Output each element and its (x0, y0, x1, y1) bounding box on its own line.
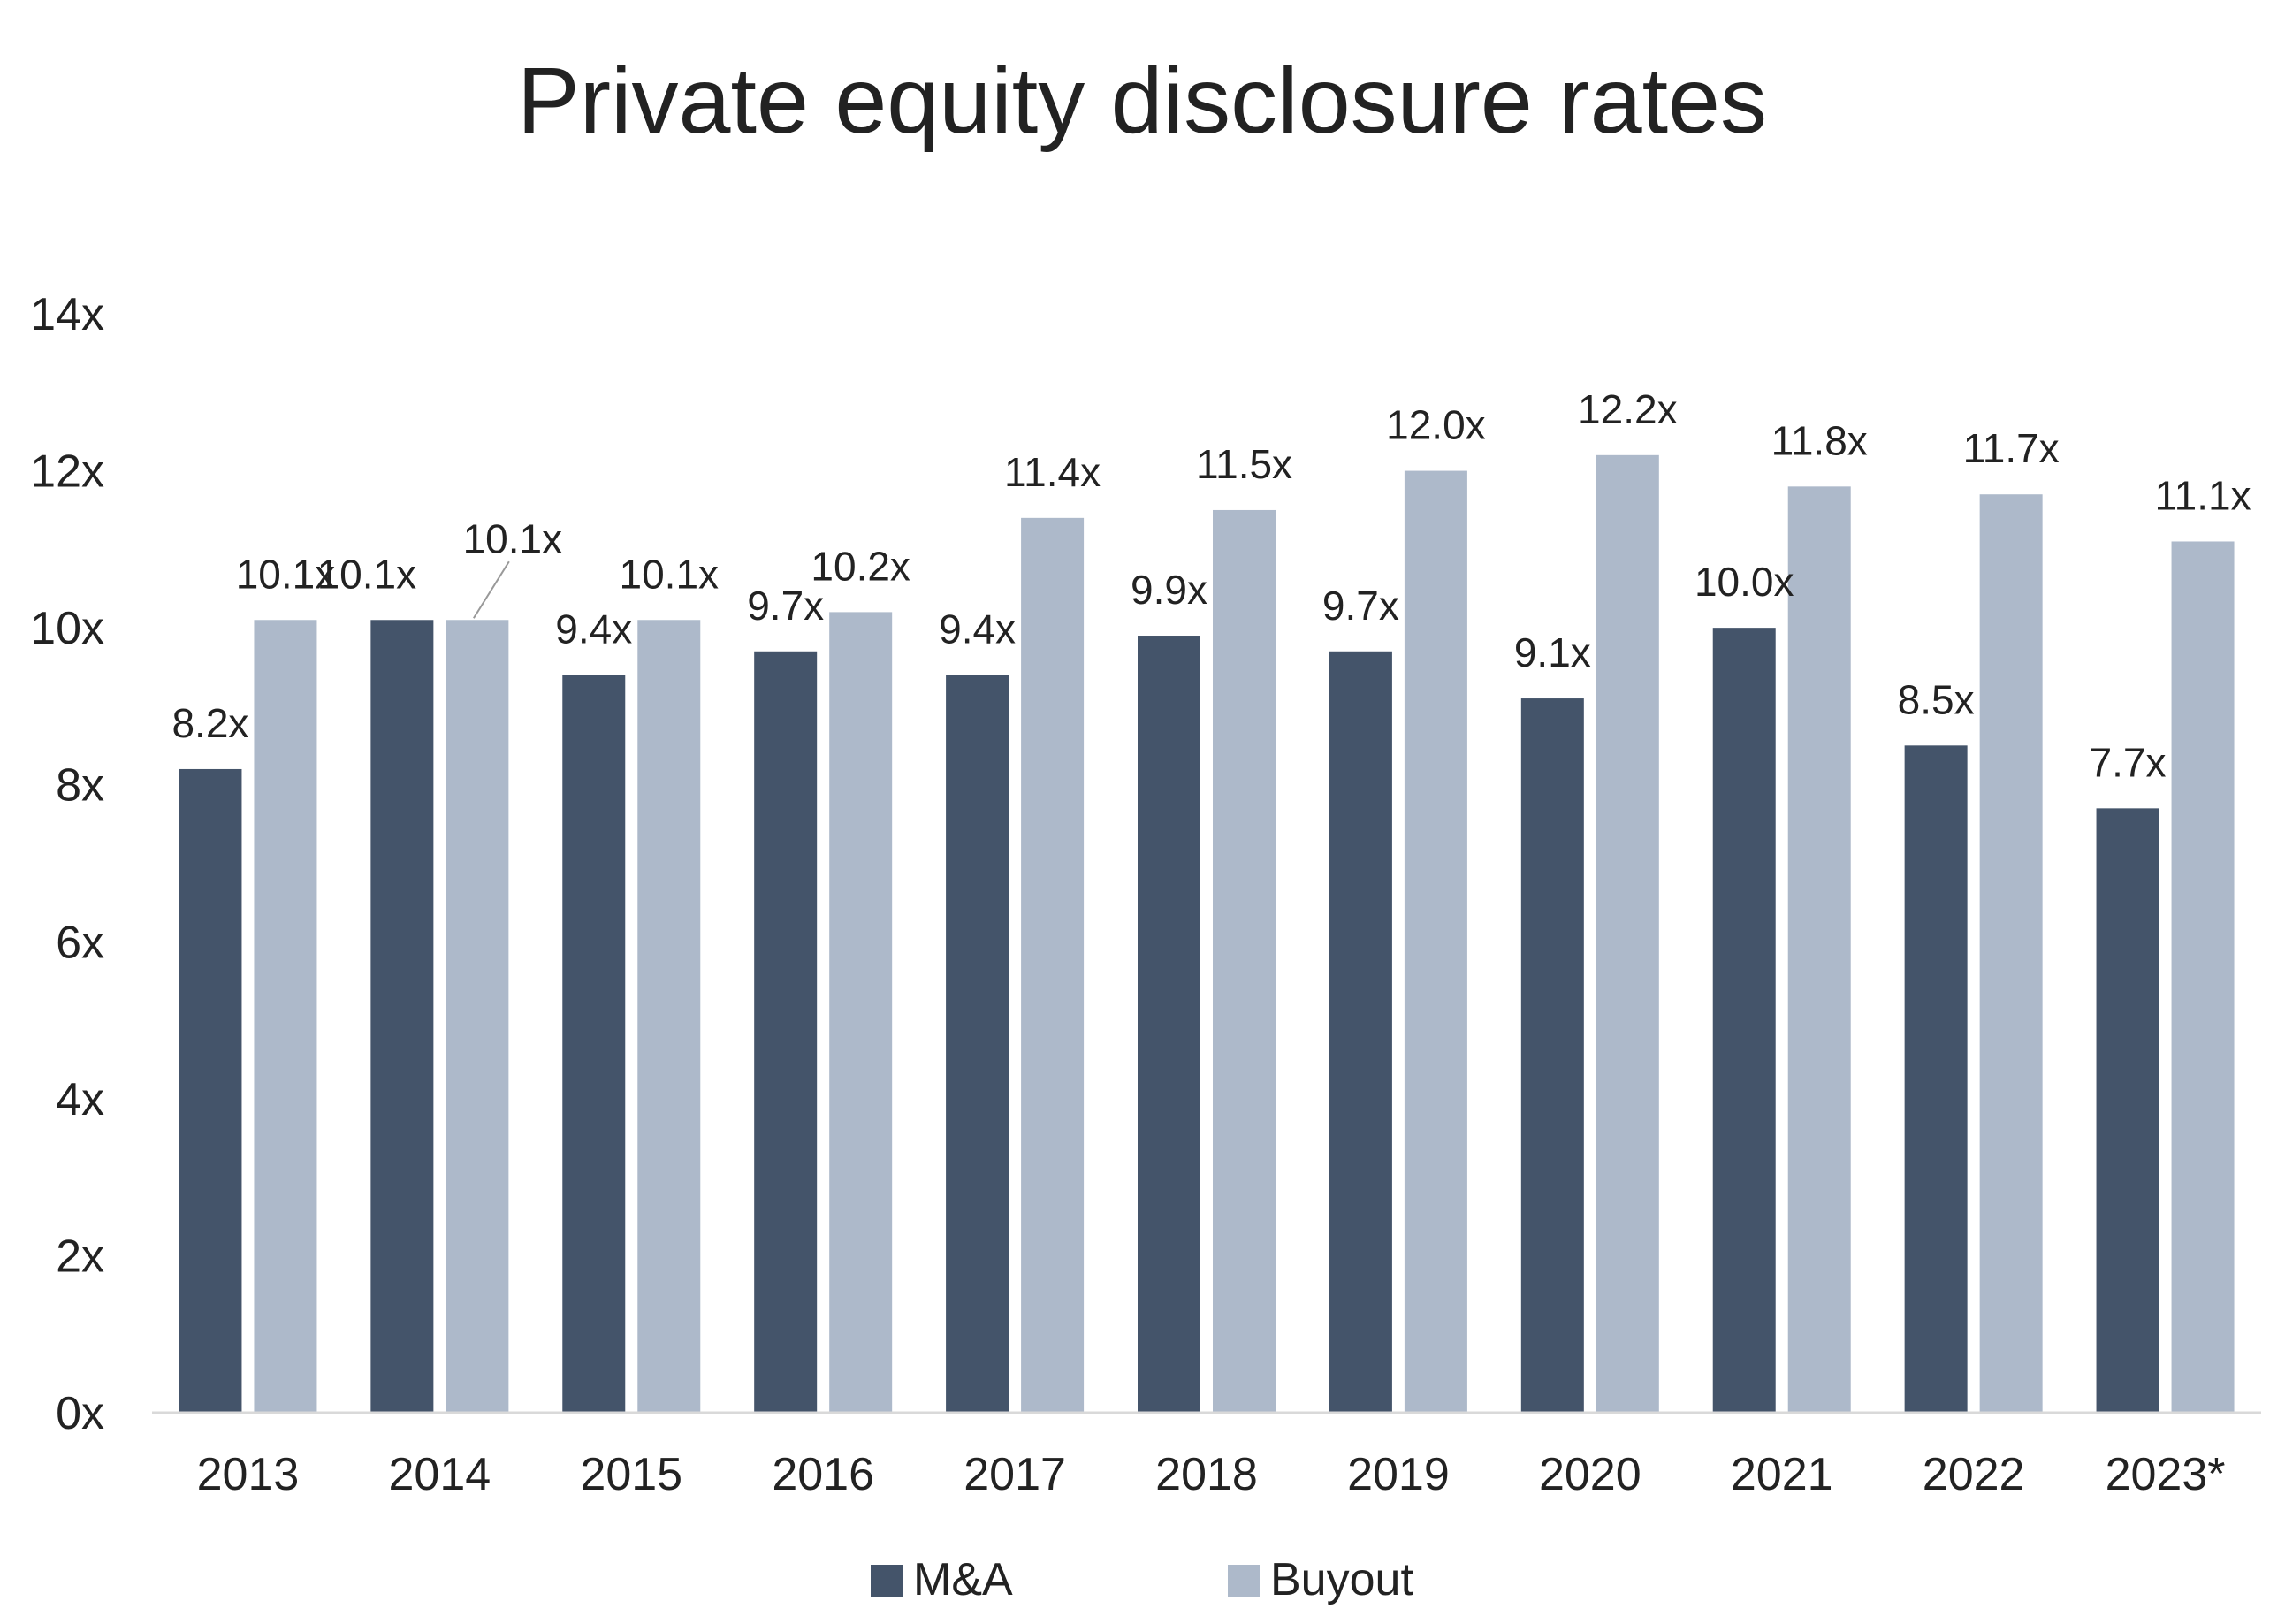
ma-bar (1904, 745, 1968, 1413)
buyout-bar (1404, 470, 1467, 1413)
y-tick-label: 2x (56, 1231, 104, 1282)
ma-bar (754, 651, 818, 1413)
buyout-bar (1596, 454, 1659, 1414)
buyout-bar (1021, 517, 1085, 1413)
bars-group (179, 454, 2235, 1414)
buyout-data-label: 11.5x (1196, 441, 1292, 487)
ma-data-label: 9.4x (939, 606, 1016, 652)
buyout-data-label: 10.1x (236, 551, 336, 597)
ma-data-label: 10.0x (1695, 559, 1794, 605)
x-tick-label: 2022 (1923, 1449, 2025, 1500)
ma-bar (1520, 698, 1584, 1413)
buyout-bar (1213, 509, 1276, 1413)
buyout-bar (637, 620, 701, 1413)
buyout-data-label: 10.1x (463, 515, 563, 561)
legend-swatch-ma (871, 1565, 903, 1597)
ma-data-label: 9.1x (1514, 629, 1591, 675)
y-tick-label: 14x (30, 289, 104, 340)
ma-bar (946, 675, 1009, 1413)
buyout-bar (1787, 486, 1851, 1413)
x-tick-label: 2019 (1347, 1449, 1450, 1500)
x-tick-label: 2021 (1731, 1449, 1833, 1500)
ma-bar (370, 620, 434, 1413)
buyout-data-label: 12.0x (1386, 402, 1486, 448)
x-tick-label: 2013 (197, 1449, 300, 1500)
buyout-bar (1979, 494, 2043, 1413)
y-tick-label: 12x (30, 446, 104, 498)
ma-data-label: 7.7x (2090, 739, 2167, 785)
x-tick-label: 2014 (389, 1449, 491, 1500)
legend-label-buyout: Buyout (1270, 1554, 1413, 1605)
buyout-data-label: 11.7x (1963, 425, 2060, 471)
buyout-data-label: 10.1x (620, 551, 720, 597)
ma-data-label: 9.4x (555, 606, 632, 652)
x-tick-label: 2016 (772, 1449, 874, 1500)
y-tick-label: 6x (56, 917, 104, 968)
legend-swatch-buyout (1228, 1565, 1260, 1597)
buyout-data-label: 11.1x (2154, 472, 2251, 518)
data-labels-group: 8.2x10.1x10.1x10.1x9.4x10.1x9.7x10.2x9.4… (171, 386, 2251, 786)
ma-bar (562, 675, 626, 1413)
buyout-data-label: 10.2x (811, 543, 910, 589)
y-tick-label: 4x (56, 1074, 104, 1125)
data-label-leader-line (473, 560, 510, 619)
chart-title: Private equity disclosure rates (517, 49, 1767, 153)
buyout-data-label: 11.8x (1771, 417, 1868, 463)
ma-data-label: 10.1x (317, 551, 417, 597)
buyout-bar (254, 620, 317, 1413)
ma-data-label: 9.7x (1322, 583, 1399, 629)
y-tick-label: 0x (56, 1388, 104, 1439)
ma-data-label: 9.7x (747, 583, 824, 629)
buyout-bar (829, 612, 893, 1413)
x-tick-label: 2017 (964, 1449, 1066, 1500)
ma-bar (1138, 636, 1200, 1413)
x-tick-label: 2023* (2106, 1449, 2226, 1500)
buyout-data-label: 12.2x (1578, 386, 1678, 432)
legend-label-ma: M&A (913, 1554, 1013, 1605)
y-tick-label: 8x (56, 760, 104, 812)
ma-bar (179, 768, 242, 1413)
y-axis: 0x 2x 4x 6x 8x 10x 12x 14x (30, 289, 104, 1439)
ma-data-label: 8.2x (171, 700, 248, 746)
x-tick-label: 2015 (580, 1449, 682, 1500)
x-axis: 2013 2014 2015 2016 2017 2018 2019 2020 2021 2022… (197, 1449, 2226, 1500)
ma-data-label: 8.5x (1898, 676, 1975, 722)
ma-bar (1329, 651, 1392, 1413)
x-tick-label: 2020 (1539, 1449, 1641, 1500)
x-tick-label: 2018 (1155, 1449, 1258, 1500)
ma-data-label: 9.9x (1131, 567, 1207, 613)
buyout-bar (446, 620, 509, 1413)
buyout-data-label: 11.4x (1004, 449, 1101, 495)
legend: M&A Buyout (871, 1554, 1413, 1605)
buyout-bar (2171, 541, 2235, 1413)
y-tick-label: 10x (30, 603, 104, 654)
ma-bar (1712, 628, 1776, 1413)
ma-bar (2096, 808, 2159, 1413)
